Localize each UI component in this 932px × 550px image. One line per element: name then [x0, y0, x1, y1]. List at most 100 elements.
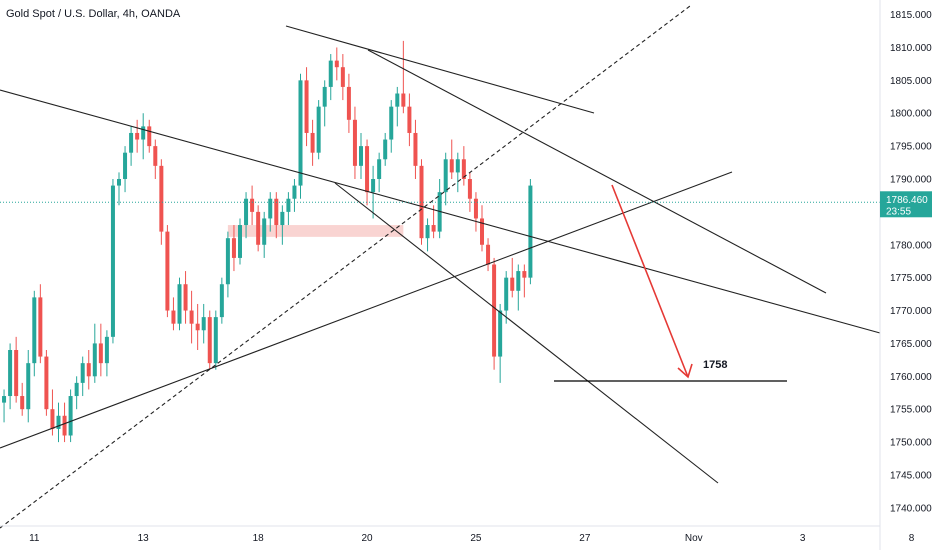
candle-body: [352, 119, 357, 166]
candle-body: [26, 363, 31, 410]
price-tick-label: 1750.000: [890, 438, 932, 449]
time-tick-label: 25: [470, 533, 482, 544]
time-tick-label: 27: [579, 533, 591, 544]
candle-body: [104, 336, 109, 364]
candle-body: [298, 80, 303, 186]
candle-body: [159, 165, 164, 232]
candle-body: [177, 284, 182, 324]
candle-body: [455, 159, 460, 173]
time-axis[interactable]: 111318202527Nov38101517: [0, 525, 932, 544]
candle-body: [189, 310, 194, 324]
candle-body: [92, 343, 97, 377]
price-tick-label: 1765.000: [890, 339, 932, 350]
candle-body: [56, 415, 61, 429]
time-tick-label: 18: [253, 533, 265, 544]
candle-body: [86, 363, 91, 377]
projection-arrow: [611, 184, 693, 379]
candle-body: [401, 93, 406, 107]
candle-body: [98, 343, 103, 364]
candle-body: [219, 284, 224, 318]
price-tick-label: 1780.000: [890, 240, 932, 251]
candle-body: [238, 225, 242, 258]
descending-channel-lower: [334, 182, 719, 484]
candle-body: [165, 231, 170, 311]
candle-body: [20, 396, 25, 410]
candle-body: [117, 179, 121, 186]
trendline-layer: [0, 5, 881, 529]
time-tick-label: 13: [138, 533, 150, 544]
bar-countdown: 23:55: [886, 206, 911, 217]
price-tick-label: 1800.000: [890, 109, 932, 120]
price-tick-label: 1805.000: [890, 76, 932, 87]
candle-body: [262, 218, 267, 245]
candle-body: [389, 106, 394, 140]
arrow-head: [677, 363, 693, 379]
price-tick-label: 1775.000: [890, 273, 932, 284]
candle-body: [407, 106, 412, 133]
candle-body: [135, 132, 140, 140]
candle-body: [286, 198, 291, 212]
candle-body: [467, 179, 472, 199]
candle-body: [365, 146, 370, 193]
candle-body: [395, 93, 400, 107]
time-tick-label: 8: [909, 533, 915, 544]
candle-body: [244, 198, 249, 226]
candle-body: [123, 152, 128, 179]
current-price-value: 1786.460: [886, 195, 928, 206]
candle-body: [207, 317, 212, 364]
candle-body: [62, 415, 67, 436]
descending-channel-upper: [367, 49, 827, 294]
descending-trendline-long: [0, 89, 881, 334]
candle-body: [383, 139, 388, 160]
time-tick-label: 11: [29, 533, 40, 544]
candle-body: [334, 60, 339, 68]
price-tick-label: 1790.000: [890, 175, 932, 186]
dashed-trendline: [0, 5, 691, 529]
candle-body: [38, 297, 43, 357]
price-tick-label: 1740.000: [890, 503, 932, 514]
price-tick-label: 1810.000: [890, 43, 932, 54]
candle-body: [322, 86, 327, 107]
candle-body: [461, 159, 466, 179]
candle-body: [250, 198, 255, 212]
candle-body: [359, 146, 363, 166]
candle-body: [231, 238, 236, 258]
price-tick-label: 1815.000: [890, 10, 932, 21]
candle-body: [304, 80, 309, 133]
candle-body: [346, 86, 351, 120]
candle-body: [516, 271, 521, 291]
candle-body: [2, 396, 7, 403]
candle-body: [498, 310, 503, 357]
candle-body: [110, 185, 115, 337]
current-price-tag: [880, 191, 932, 218]
candle-body: [195, 323, 200, 331]
candle-layer: [2, 40, 533, 443]
candle-body: [14, 350, 19, 397]
candle-body: [80, 363, 85, 383]
candle-body: [522, 271, 527, 278]
price-tick-label: 1745.000: [890, 470, 932, 481]
candle-body: [274, 198, 279, 226]
candle-body: [280, 211, 285, 226]
time-tick-label: Nov: [685, 533, 703, 544]
candle-body: [473, 198, 478, 219]
candle-body: [419, 165, 424, 239]
candle-body: [340, 67, 345, 87]
candle-body: [183, 284, 188, 311]
price-tick-label: 1760.000: [890, 372, 932, 383]
candle-body: [443, 159, 448, 193]
upper-resistance-line: [285, 25, 595, 114]
price-tick-label: 1795.000: [890, 142, 932, 153]
candle-body: [431, 225, 436, 232]
candle-body: [68, 396, 73, 436]
candle-body: [310, 132, 315, 153]
chart-title: Gold Spot / U.S. Dollar, 4h, OANDA: [6, 8, 181, 20]
candle-body: [129, 132, 134, 153]
price-axis[interactable]: 1740.000 1745.000 1750.000 1755.000 1760.000…: [890, 10, 932, 514]
candle-body: [510, 277, 515, 291]
candle-body: [371, 179, 376, 193]
candle-body: [413, 132, 418, 166]
candle-body: [528, 185, 533, 278]
